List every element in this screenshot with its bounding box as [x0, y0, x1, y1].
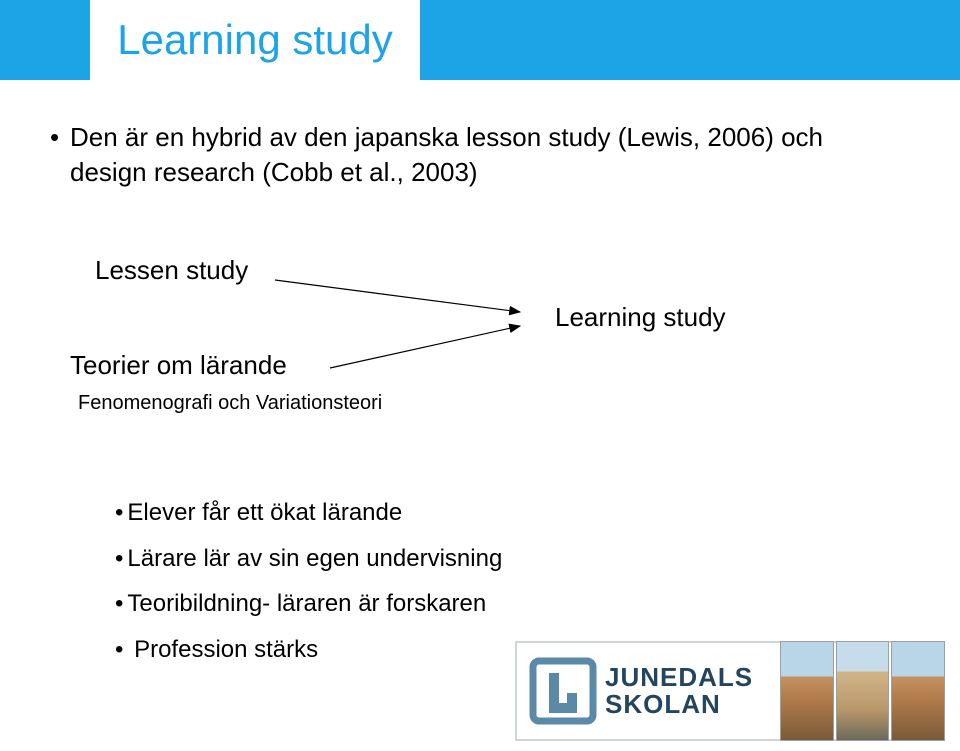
- title-box: Learning study: [90, 0, 420, 80]
- photo-thumb: [780, 641, 834, 741]
- slide-title: Learning study: [117, 16, 393, 64]
- logo-text: JUNEDALS SKOLAN: [605, 664, 753, 719]
- bullet-item: Profession stärks: [115, 627, 502, 673]
- bullet-item: Lärare lär av sin egen undervisning: [115, 536, 502, 582]
- slide-content: Den är en hybrid av den japanska lesson …: [0, 80, 960, 751]
- photo-thumb: [891, 641, 945, 741]
- bullet-list: Elever får ett ökat lärande Lärare lär a…: [115, 490, 502, 672]
- logo-line-2: SKOLAN: [605, 691, 753, 718]
- logo-line-1: JUNEDALS: [605, 664, 753, 691]
- arrow-line-1: [275, 280, 520, 312]
- photo-thumb: [836, 641, 890, 741]
- logo-icon: [527, 655, 599, 727]
- arrow-line-2: [330, 326, 520, 368]
- bullet-item: Elever får ett ökat lärande: [115, 490, 502, 536]
- bullet-item: Teoribildning- läraren är forskaren: [115, 581, 502, 627]
- photo-strip: [780, 641, 945, 741]
